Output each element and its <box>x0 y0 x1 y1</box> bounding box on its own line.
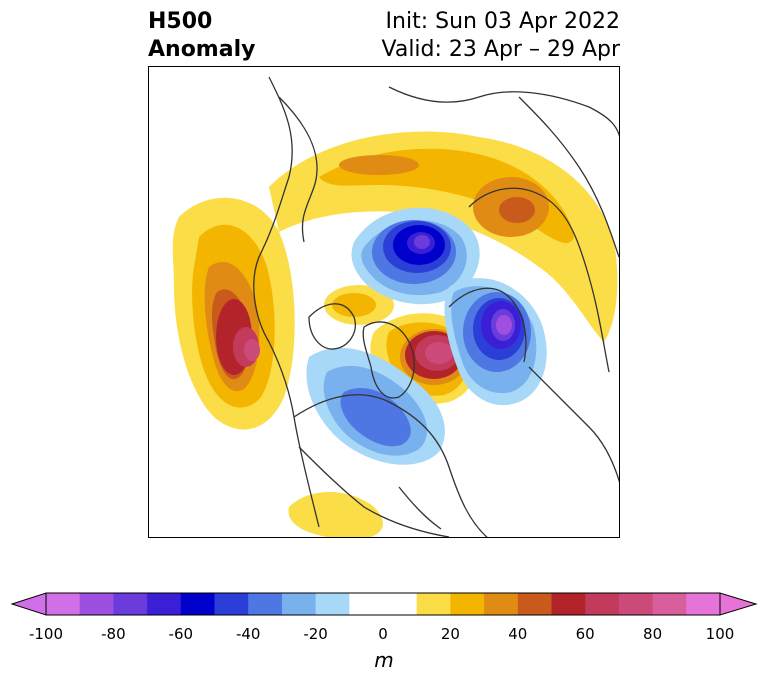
title-field: Anomaly <box>148 37 256 62</box>
anomaly-fills <box>172 131 618 537</box>
colorbar <box>10 592 758 616</box>
colorbar-tick-label: 0 <box>378 625 388 643</box>
anomaly-map <box>148 66 620 538</box>
colorbar-tick-label: -80 <box>101 625 126 643</box>
colorbar-segment <box>147 593 182 615</box>
colorbar-segment <box>180 593 215 615</box>
colorbar-segment <box>46 593 81 615</box>
colorbar-tick-label: -100 <box>28 625 64 643</box>
map-title: H500 Anomaly <box>148 8 255 64</box>
colorbar-units: m <box>374 648 394 672</box>
colorbar-segment <box>113 593 148 615</box>
colorbar-tick-label: -20 <box>303 625 328 643</box>
colorbar-segment <box>618 593 654 615</box>
colorbar-min-extend <box>10 592 47 616</box>
anomaly-pacific-positive <box>172 197 295 430</box>
colorbar-segment <box>652 593 687 615</box>
colorbar-tick-label: 80 <box>643 625 663 643</box>
colorbar-tick-label: -60 <box>168 625 194 643</box>
colorbar-segment <box>349 593 384 615</box>
anomaly-arctic-negative <box>351 207 480 305</box>
colorbar-tick-label: 100 <box>705 625 735 643</box>
anomaly-scandinavia-negative <box>444 278 547 406</box>
colorbar-segment <box>248 593 283 615</box>
colorbar-segment <box>79 593 114 615</box>
init-date: Init: Sun 03 Apr 2022 <box>385 9 620 34</box>
colorbar-max-extend <box>719 592 758 616</box>
colorbar-segment <box>281 593 317 615</box>
colorbar-segment <box>585 593 620 615</box>
colorbar-tick-label: 60 <box>575 625 595 643</box>
map-dates: Init: Sun 03 Apr 2022 Valid: 23 Apr – 29… <box>382 8 621 64</box>
colorbar-segment <box>315 593 350 615</box>
colorbar-segment <box>416 593 451 615</box>
colorbar-segment <box>214 593 249 615</box>
colorbar-segment <box>551 593 586 615</box>
colorbar-segment <box>484 593 519 615</box>
colorbar-segment <box>383 593 418 615</box>
colorbar-segment <box>450 593 485 615</box>
map-canvas <box>149 67 619 537</box>
colorbar-tick-label: 20 <box>440 625 460 643</box>
colorbar-segments <box>46 593 721 615</box>
coastlines <box>253 76 619 537</box>
colorbar-segment <box>686 593 721 615</box>
colorbar-segment <box>517 593 552 615</box>
anomaly-northamerica-negative <box>306 347 445 465</box>
colorbar-tick-label: -40 <box>235 625 261 643</box>
title-variable: H500 <box>148 9 213 34</box>
valid-range: Valid: 23 Apr – 29 Apr <box>381 37 621 62</box>
anomaly-siberia-positive <box>269 131 618 342</box>
colorbar-tick-label: 40 <box>508 625 528 643</box>
anomaly-canada-positive <box>324 285 394 325</box>
